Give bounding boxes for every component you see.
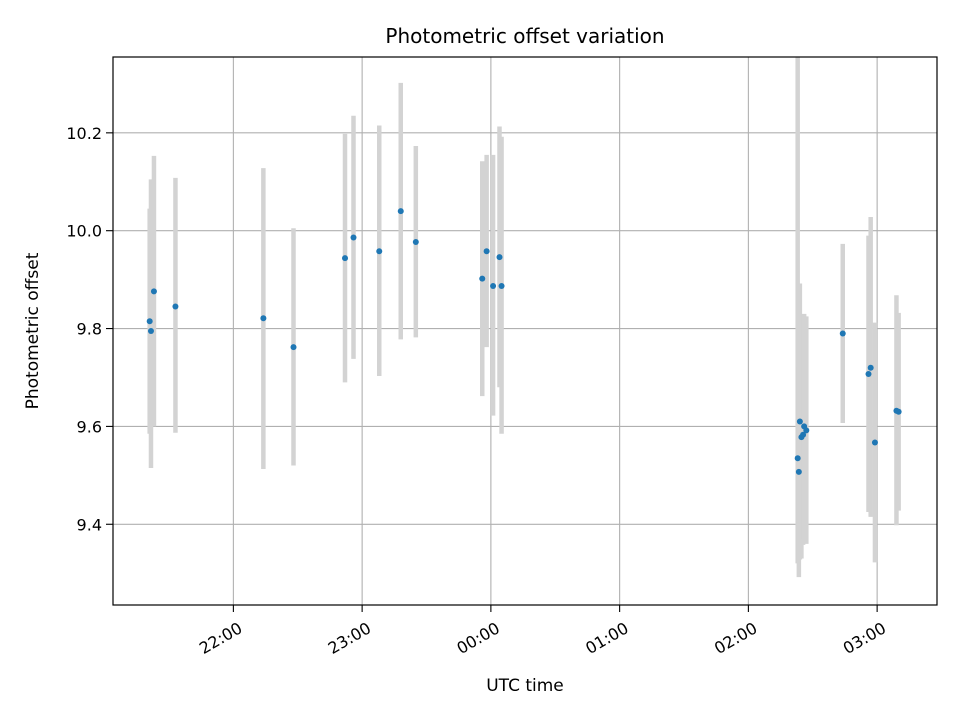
y-tick-label: 10.2 [66, 124, 102, 143]
data-point [496, 254, 503, 261]
data-point [397, 208, 404, 215]
data-point [865, 371, 872, 378]
data-point [350, 234, 357, 241]
data-point [376, 248, 383, 255]
data-point [871, 439, 878, 446]
data-point [794, 455, 801, 462]
data-point [150, 288, 157, 295]
chart-title: Photometric offset variation [385, 24, 664, 48]
data-point [290, 344, 297, 351]
data-point [895, 408, 902, 415]
y-tick-label: 9.8 [77, 320, 102, 339]
data-point [796, 418, 803, 425]
data-point [172, 303, 179, 310]
data-point [483, 248, 490, 255]
y-axis: 9.4 9.6 9.8 10.0 10.2 [66, 124, 113, 534]
data-points [146, 208, 902, 475]
data-point [260, 315, 267, 322]
data-point [342, 255, 349, 262]
data-point [498, 282, 505, 289]
data-point [146, 318, 153, 325]
data-point [803, 427, 810, 434]
x-axis-label: UTC time [486, 676, 564, 696]
data-point [490, 282, 497, 289]
y-tick-label: 9.4 [77, 515, 102, 534]
data-point [412, 238, 419, 245]
data-point [839, 330, 846, 337]
data-point [800, 431, 807, 438]
plot-frame [112, 56, 938, 606]
y-tick-label: 10.0 [66, 222, 102, 241]
data-point [795, 468, 802, 475]
data-point [867, 364, 874, 371]
y-axis-label: Photometric offset [23, 252, 43, 409]
data-point [147, 328, 154, 334]
data-point [479, 275, 486, 282]
y-tick-label: 9.6 [77, 417, 102, 436]
